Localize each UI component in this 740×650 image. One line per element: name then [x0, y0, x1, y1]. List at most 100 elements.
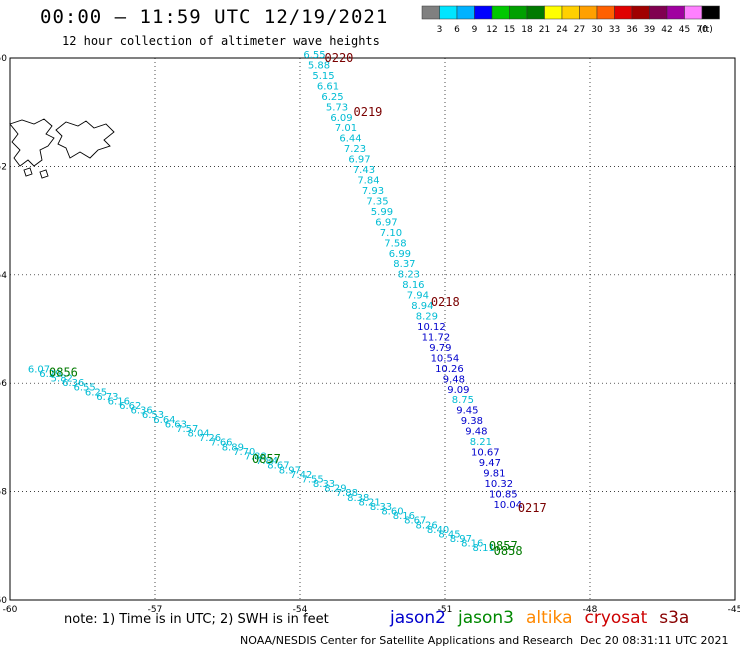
wave-height-value: 10.67	[471, 448, 500, 459]
wave-height-value: 8.89	[222, 442, 244, 453]
wave-height-value: 8.38	[347, 493, 369, 504]
wave-height-value: 10.85	[489, 489, 518, 500]
wave-height-value: 8.33	[370, 502, 392, 513]
wave-height-value: 5.88	[308, 60, 330, 71]
page-subtitle: 12 hour collection of altimeter wave hei…	[62, 34, 380, 48]
pass-time-label: 0857	[252, 452, 281, 466]
wave-height-value: 8.21	[470, 437, 492, 448]
wave-height-value: 7.57	[176, 424, 198, 435]
color-scale-label: 42	[661, 25, 672, 35]
color-scale-label: 15	[504, 25, 515, 35]
wave-height-value: 8.11	[473, 543, 495, 554]
wave-height-value: 6.55	[73, 383, 95, 394]
falkland-islands-coastline	[9, 118, 115, 179]
pass-time-label: 0219	[354, 105, 383, 119]
wave-height-value: 7.88	[336, 488, 358, 499]
wave-height-value: 8.29	[416, 312, 438, 323]
wave-height-value: 9.79	[429, 343, 451, 354]
color-scale-label: 70	[696, 25, 708, 35]
pass-time-label: 0857	[489, 539, 518, 553]
wave-height-value: 6.16	[108, 396, 130, 407]
satellite-legend-jason3: jason3	[458, 608, 514, 628]
latitude-tick-label: -50	[0, 54, 7, 64]
footer-timestamp: Dec 20 08:31:11 UTC 2021	[580, 634, 729, 647]
wave-height-value: 8.23	[398, 270, 420, 281]
wave-height-value: 6.63	[165, 419, 187, 430]
pass-time-label: 0858	[494, 544, 523, 558]
satellite-legend-jason2: jason2	[390, 608, 446, 628]
wave-height-value: 7.23	[344, 144, 366, 155]
wave-height-value: 6.62	[119, 401, 141, 412]
wave-height-value: 7.42	[290, 470, 312, 481]
color-scale-label: 39	[644, 25, 656, 35]
wave-height-value: 8.37	[393, 259, 415, 270]
color-scale-label: 12	[486, 25, 497, 35]
wave-height-value: 5.15	[312, 71, 334, 82]
color-scale-label: 33	[609, 25, 620, 35]
color-scale-label: 9	[472, 25, 478, 35]
wave-height-value: 9.38	[461, 416, 483, 427]
wave-height-value: 7.58	[384, 238, 406, 249]
wave-height-value: 8.97	[279, 465, 301, 476]
satellite-legend-s3a: s3a	[659, 608, 690, 628]
wave-height-value: 8.67	[267, 461, 289, 472]
satellite-legend-cryosat: cryosat	[584, 608, 648, 628]
pass-time-label: 0856	[49, 365, 78, 379]
map-frame	[9, 57, 736, 601]
wave-height-value: 6.07	[28, 364, 50, 375]
wave-height-value: 7.43	[353, 165, 375, 176]
wave-height-value: 6.73	[96, 392, 118, 403]
color-scale-label: 3	[437, 25, 443, 35]
wave-height-value: 7.35	[366, 196, 388, 207]
wave-height-value: 9.48	[465, 427, 487, 438]
wave-height-value: 7.84	[357, 176, 379, 187]
wave-height-value: 8.67	[404, 516, 426, 527]
wave-height-value: 8.21	[359, 497, 381, 508]
wave-height-value: 6.29	[39, 369, 61, 380]
wave-height-value: 9.09	[447, 385, 469, 396]
wave-height-value: 6.25	[321, 92, 343, 103]
wave-height-value: 5.99	[371, 207, 393, 218]
wave-height-value: 6.55	[303, 50, 325, 61]
wave-height-value: 8.40	[427, 525, 449, 536]
track-cryosat: 6.555.885.156.616.255.736.097.016.447.23…	[303, 50, 546, 515]
longitude-tick-label: -57	[148, 605, 163, 615]
latitude-tick-label: -54	[0, 271, 7, 281]
wave-height-value: 8.45	[438, 529, 460, 540]
wave-height-value: 8.75	[452, 395, 474, 406]
wave-height-value: 6.61	[317, 81, 339, 92]
wave-height-value: 6.97	[348, 155, 370, 166]
wave-height-value: 6.97	[375, 217, 397, 228]
wave-height-value: 8.04	[187, 429, 209, 440]
wave-height-value: 11.72	[422, 332, 451, 343]
longitude-tick-label: -60	[3, 605, 18, 615]
color-scale-label: 45	[679, 25, 690, 35]
color-scale-label: 36	[626, 25, 638, 35]
color-swatch	[701, 5, 720, 20]
wave-height-value: 8.16	[393, 511, 415, 522]
latitude-tick-label: -58	[0, 488, 7, 498]
latitude-tick-label: -60	[0, 596, 7, 606]
color-scale-label: (ft)	[699, 25, 713, 35]
wave-height-value: 9.47	[479, 458, 501, 469]
wave-height-value: 7.01	[335, 123, 357, 134]
footer-credit: NOAA/NESDIS Center for Satellite Applica…	[240, 634, 574, 647]
wave-height-value: 7.93	[362, 186, 384, 197]
color-scale-label: 30	[591, 25, 603, 35]
wave-height-value: 8.29	[324, 484, 346, 495]
satellite-legend-altika: altika	[526, 608, 573, 628]
wave-height-value: 6.09	[330, 113, 352, 124]
longitude-tick-label: -48	[583, 605, 598, 615]
pass-time-label: 0217	[518, 501, 547, 515]
pass-time-label: 0218	[431, 295, 460, 309]
wave-height-value: 8.33	[313, 479, 335, 490]
wave-height-value: 8.26	[416, 520, 438, 531]
color-scale-label: 27	[574, 25, 585, 35]
wave-height-value: 9.48	[443, 374, 465, 385]
wave-height-value: 5.82	[51, 374, 73, 385]
color-scale-label: 18	[521, 25, 533, 35]
longitude-tick-label: -54	[293, 605, 308, 615]
color-scale-label: 6	[454, 25, 460, 35]
track-jason3: 6.076.295.826.366.556.256.736.166.626.36…	[28, 364, 523, 558]
